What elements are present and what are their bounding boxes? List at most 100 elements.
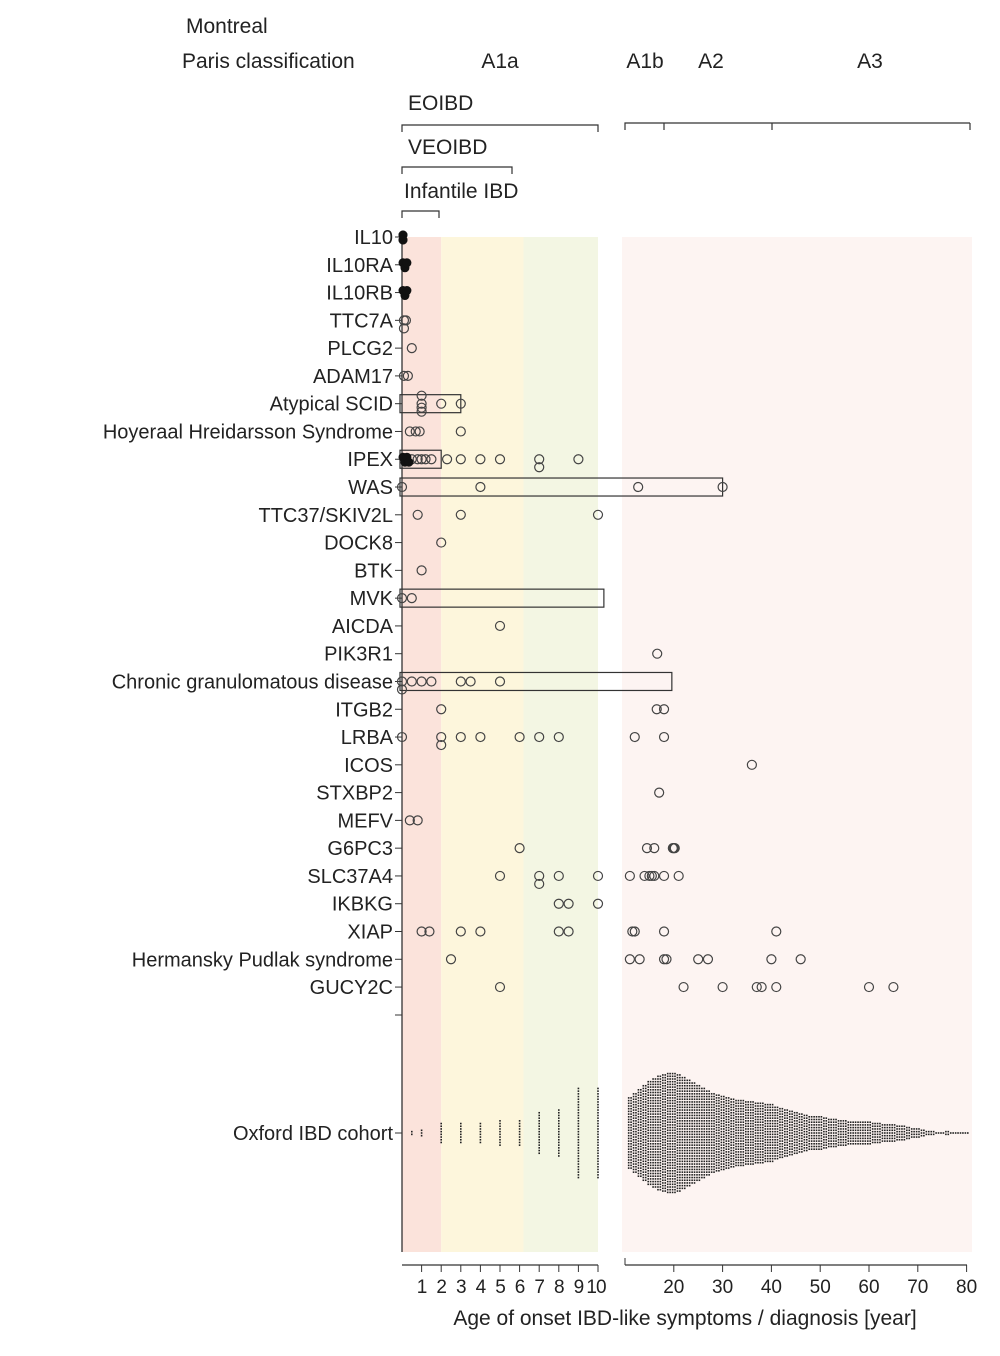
cohort-dot [597,1095,599,1098]
cohort-dot [640,1172,642,1175]
cohort-dot [732,1163,735,1165]
cohort-dot [627,1110,630,1113]
cohort-dot [688,1098,691,1101]
cohort-dot [688,1122,691,1125]
cohort-dot [703,1101,706,1103]
cohort-dot [708,1163,710,1165]
cohort-dot [715,1126,718,1129]
cohort-dot [964,1132,967,1134]
cohort-dot [693,1147,696,1149]
cohort-dot [669,1170,671,1172]
cohort-dot [701,1168,703,1171]
cohort-dot [676,1093,679,1095]
cohort-dot [947,1130,950,1133]
cohort-dot [693,1130,696,1133]
cohort-dot [577,1103,580,1106]
cohort-dot [759,1107,762,1110]
cohort-dot [740,1132,742,1134]
cohort-dot [723,1109,725,1111]
cohort-dot [715,1097,718,1099]
cohort-dot [647,1099,649,1102]
cohort-dot [901,1133,903,1136]
cohort-dot [788,1140,791,1142]
x-tick-label: 10 [586,1277,606,1298]
cohort-dot [686,1141,689,1144]
cohort-dot [891,1132,893,1134]
cohort-dot [879,1141,881,1144]
cohort-dot [669,1134,671,1137]
cohort-dot [681,1168,684,1171]
cohort-dot [681,1141,684,1144]
open-point [756,981,767,993]
cohort-dot [749,1138,752,1141]
cohort-dot [691,1084,693,1087]
cohort-dot [884,1124,886,1126]
cohort-dot [499,1122,501,1125]
cohort-dot [810,1134,813,1137]
open-point [746,759,757,770]
cohort-dot [632,1147,635,1149]
bracket-eoibd [401,124,599,132]
cohort-dot [805,1147,808,1149]
open-point [771,981,782,993]
cohort-dot [801,1126,803,1129]
cohort-dot [676,1082,679,1084]
cohort-dot [801,1137,803,1140]
cohort-dot [718,1124,720,1126]
cohort-dot [774,1130,776,1133]
cohort-dot [693,1122,696,1125]
cohort-dot [749,1160,752,1163]
cohort-dot [662,1125,664,1128]
cohort-dot [718,1110,720,1113]
cohort-dot [786,1152,789,1155]
cohort-dot [640,1134,642,1137]
cohort-dot [681,1176,684,1179]
cohort-dot [688,1087,691,1090]
cohort-dot [813,1116,815,1118]
cohort-dot [732,1138,735,1141]
cohort-dot [674,1091,676,1094]
cohort-dot [781,1113,784,1115]
cohort-dot [774,1155,776,1157]
cohort-dot [857,1134,859,1137]
cohort-dot [642,1147,645,1149]
cohort-dot [725,1167,728,1169]
cohort-dot [649,1086,652,1088]
cohort-dot [693,1095,696,1098]
cohort-dot [854,1129,857,1132]
cohort-dot [752,1155,754,1157]
cohort-dot [662,1155,664,1157]
open-point [717,981,728,993]
cohort-dot [538,1136,540,1138]
cohort-dot [479,1138,482,1141]
cohort-dot [715,1107,718,1110]
cohort-dot [654,1086,657,1088]
cohort-dot [679,1093,681,1095]
cohort-dot [723,1144,725,1146]
cohort-dot [788,1110,791,1113]
cohort-dot [781,1129,784,1132]
cohort-dot [630,1121,632,1123]
cohort-dot [440,1138,442,1141]
open-point [396,593,408,604]
cohort-dot [640,1113,642,1115]
cohort-dot [791,1116,793,1118]
cohort-dot [781,1132,784,1134]
cohort-dot [762,1151,764,1153]
cohort-dot [698,1120,701,1122]
cohort-dot [876,1136,879,1138]
cohort-dot [710,1117,713,1119]
cohort-dot [657,1099,659,1102]
cohort-dot [747,1111,749,1114]
cohort-dot [823,1122,825,1125]
cohort-dot [766,1103,769,1106]
gene-row-mefv [404,815,423,826]
cohort-dot [652,1172,654,1175]
cohort-dot [845,1144,847,1146]
cohort-dot [676,1174,679,1176]
open-point [649,870,660,882]
cohort-dot [679,1165,681,1168]
cohort-dot [693,1082,696,1084]
cohort-dot [518,1138,521,1141]
cohort-dot [759,1140,762,1142]
